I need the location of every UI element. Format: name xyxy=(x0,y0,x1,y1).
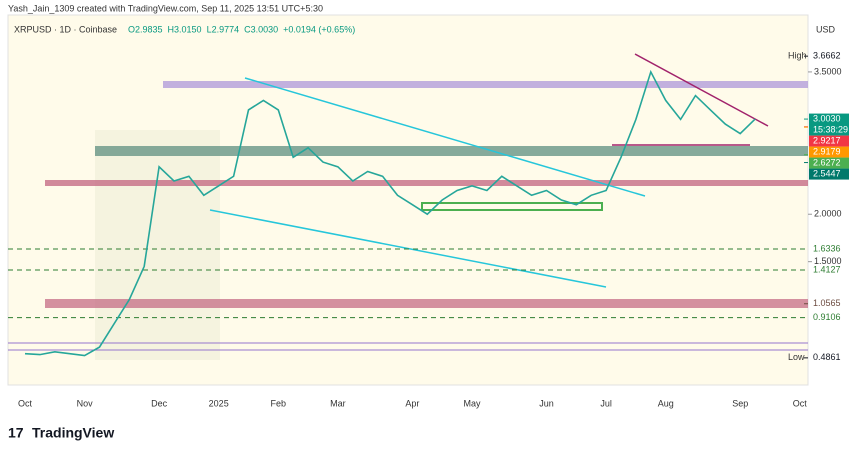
y-tick-label: 2.0000 xyxy=(814,209,842,219)
range-box xyxy=(421,202,603,211)
brand: TradingView xyxy=(32,425,114,441)
x-tick-label: Oct xyxy=(18,398,33,408)
x-tick-label: 2025 xyxy=(209,398,229,408)
level-box xyxy=(809,146,849,158)
support-zone xyxy=(45,180,808,186)
credit: Yash_Jain_1309 created with TradingView.… xyxy=(8,3,323,13)
level-label: 2.9217 xyxy=(813,135,841,145)
level-label: 1.4127 xyxy=(813,264,841,274)
level-name: High xyxy=(788,51,807,61)
level-label: 2.9179 xyxy=(813,146,841,156)
symbol: XRPUSD · 1D · Coinbase xyxy=(14,24,117,34)
level-label: 2.5447 xyxy=(813,168,841,178)
level-label: 1.6336 xyxy=(813,243,841,253)
x-tick-label: Feb xyxy=(271,398,287,408)
x-tick-label: Oct xyxy=(793,398,808,408)
x-tick-label: Apr xyxy=(405,398,419,408)
level-name: Low xyxy=(788,352,805,362)
x-tick-label: Nov xyxy=(77,398,94,408)
level-label: 0.9106 xyxy=(813,312,841,322)
price-line xyxy=(24,69,756,357)
demand-zone xyxy=(45,299,808,308)
level-label: 0.4861 xyxy=(813,352,841,362)
level-box xyxy=(809,157,849,169)
ohlc-value: L2.9774 xyxy=(207,24,240,34)
x-tick-label: Dec xyxy=(151,398,168,408)
triangle-line xyxy=(634,53,769,127)
level-box xyxy=(809,168,849,180)
brand-logo: 17 xyxy=(8,425,24,441)
x-tick-label: Aug xyxy=(658,398,674,408)
y-tick-label: 1.5000 xyxy=(814,256,842,266)
ohlc-value: H3.0150 xyxy=(168,24,202,34)
level-sub: 15:38:29 xyxy=(813,124,848,134)
y-tick-label: 3.5000 xyxy=(814,66,842,76)
x-tick-label: Sep xyxy=(732,398,748,408)
change: +0.0194 (+0.65%) xyxy=(283,24,355,34)
support-zone xyxy=(95,146,808,156)
x-tick-label: May xyxy=(463,398,481,408)
x-tick-label: Jul xyxy=(600,398,612,408)
currency: USD xyxy=(816,24,836,34)
ohlc-value: O2.9835 xyxy=(128,24,163,34)
level-box xyxy=(809,113,849,136)
x-tick-label: Jun xyxy=(539,398,554,408)
resistance-zone xyxy=(163,81,808,88)
channel-line xyxy=(244,77,646,197)
x-tick-label: Mar xyxy=(330,398,346,408)
level-box xyxy=(809,135,849,147)
level-label: 2.6272 xyxy=(813,157,841,167)
level-label: 3.0030 xyxy=(813,113,841,123)
ohlc-value: C3.0030 xyxy=(244,24,278,34)
level-label: 1.0565 xyxy=(813,298,841,308)
level-label: 3.6662 xyxy=(813,51,841,61)
